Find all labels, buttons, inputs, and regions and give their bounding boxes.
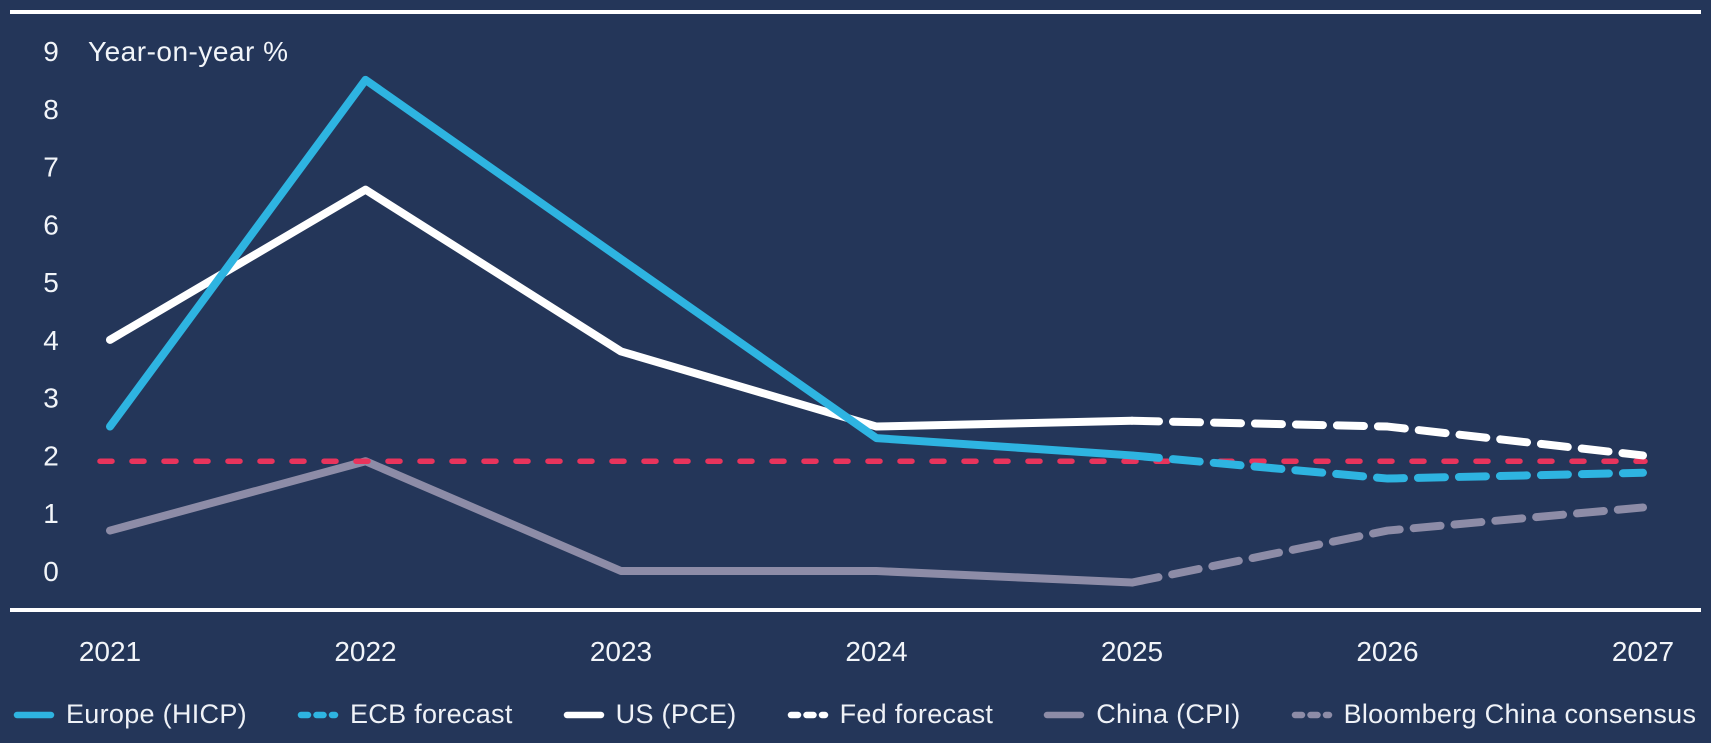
- legend-item-ecb-forecast: ECB forecast: [297, 699, 513, 730]
- series-line-fed-forecast: [1128, 416, 1647, 460]
- x-tick-label: 2022: [334, 636, 396, 667]
- legend-label: Europe (HICP): [66, 699, 247, 729]
- legend-item-bloomberg-china-consensus: Bloomberg China consensus: [1291, 699, 1697, 730]
- legend-label: Fed forecast: [839, 699, 994, 729]
- y-tick-label: 3: [43, 383, 59, 414]
- x-tick-label: 2025: [1101, 636, 1163, 667]
- x-tick-label: 2027: [1612, 636, 1674, 667]
- series-line-ecb-forecast: [1128, 451, 1647, 483]
- legend-label: ECB forecast: [349, 699, 513, 729]
- legend-label: China (CPI): [1096, 699, 1241, 729]
- legend-swatch-dashed: [1291, 711, 1332, 718]
- legend-label: Bloomberg China consensus: [1343, 699, 1697, 729]
- series-line-us-pce: [106, 185, 1136, 431]
- legend-swatch-dashed: [297, 711, 339, 718]
- legend-item-us-pce: US (PCE): [563, 699, 737, 730]
- series-line-bloomberg-china-consensus: [1128, 503, 1647, 587]
- chart-legend: Europe (HICP) ECB forecast US (PCE) Fed for…: [13, 699, 1711, 730]
- y-tick-label: 7: [43, 152, 59, 183]
- legend-swatch-solid: [563, 711, 604, 718]
- y-tick-label: 2: [43, 440, 59, 471]
- y-tick-label: 4: [43, 325, 59, 356]
- x-tick-label: 2024: [845, 636, 907, 667]
- x-tick-label: 2026: [1356, 636, 1418, 667]
- y-tick-label: 1: [43, 498, 59, 529]
- legend-swatch-dashed: [787, 711, 828, 718]
- series-line-china-cpi: [106, 457, 1136, 587]
- legend-item-europe-hicp: Europe (HICP): [13, 699, 247, 730]
- legend-item-china-cpi: China (CPI): [1043, 699, 1240, 730]
- y-tick-label: 9: [43, 36, 59, 67]
- y-tick-label: 0: [43, 556, 59, 587]
- y-axis-title: Year-on-year %: [88, 36, 289, 67]
- x-tick-label: 2023: [590, 636, 652, 667]
- legend-item-fed-forecast: Fed forecast: [787, 699, 994, 730]
- y-tick-label: 5: [43, 267, 59, 298]
- y-tick-label: 6: [43, 209, 59, 240]
- legend-label: US (PCE): [615, 699, 737, 729]
- legend-swatch-solid: [13, 711, 55, 718]
- y-tick-label: 8: [43, 94, 59, 125]
- series-line-europe-hicp: [106, 75, 1136, 460]
- x-tick-label: 2021: [79, 636, 141, 667]
- legend-swatch-solid: [1043, 711, 1085, 718]
